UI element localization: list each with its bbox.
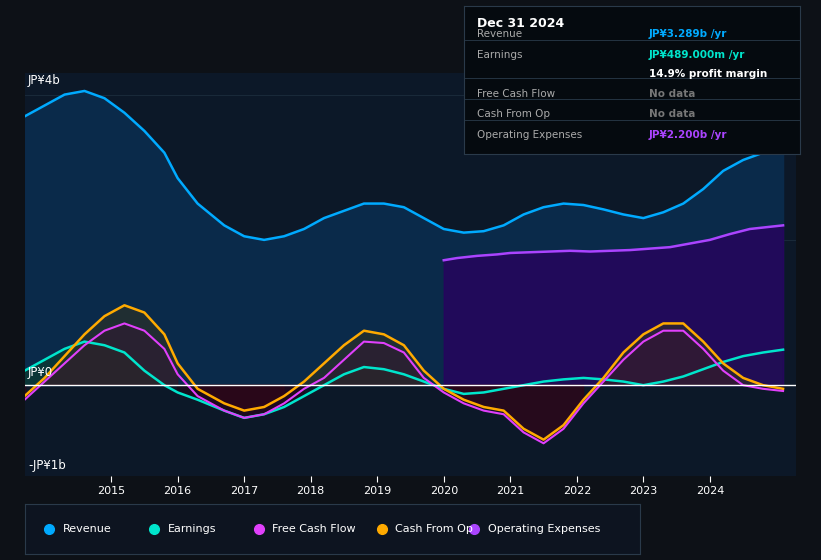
Text: Cash From Op: Cash From Op bbox=[477, 110, 550, 119]
Text: JP¥3.289b /yr: JP¥3.289b /yr bbox=[649, 29, 727, 39]
Text: JP¥489.000m /yr: JP¥489.000m /yr bbox=[649, 50, 745, 60]
Text: JP¥4b: JP¥4b bbox=[28, 74, 61, 87]
Text: Earnings: Earnings bbox=[477, 50, 523, 60]
Text: Free Cash Flow: Free Cash Flow bbox=[273, 524, 355, 534]
Text: No data: No data bbox=[649, 110, 695, 119]
Text: Earnings: Earnings bbox=[167, 524, 216, 534]
Text: Revenue: Revenue bbox=[62, 524, 112, 534]
Text: Cash From Op: Cash From Op bbox=[396, 524, 473, 534]
Text: JP¥0: JP¥0 bbox=[28, 366, 53, 379]
Text: Free Cash Flow: Free Cash Flow bbox=[477, 88, 556, 99]
Text: Operating Expenses: Operating Expenses bbox=[477, 130, 583, 140]
Text: -JP¥1b: -JP¥1b bbox=[28, 459, 66, 473]
Text: JP¥2.200b /yr: JP¥2.200b /yr bbox=[649, 130, 727, 140]
Text: Revenue: Revenue bbox=[477, 29, 522, 39]
Text: Operating Expenses: Operating Expenses bbox=[488, 524, 600, 534]
Text: No data: No data bbox=[649, 88, 695, 99]
Text: 14.9% profit margin: 14.9% profit margin bbox=[649, 69, 768, 80]
Text: Dec 31 2024: Dec 31 2024 bbox=[477, 17, 565, 30]
